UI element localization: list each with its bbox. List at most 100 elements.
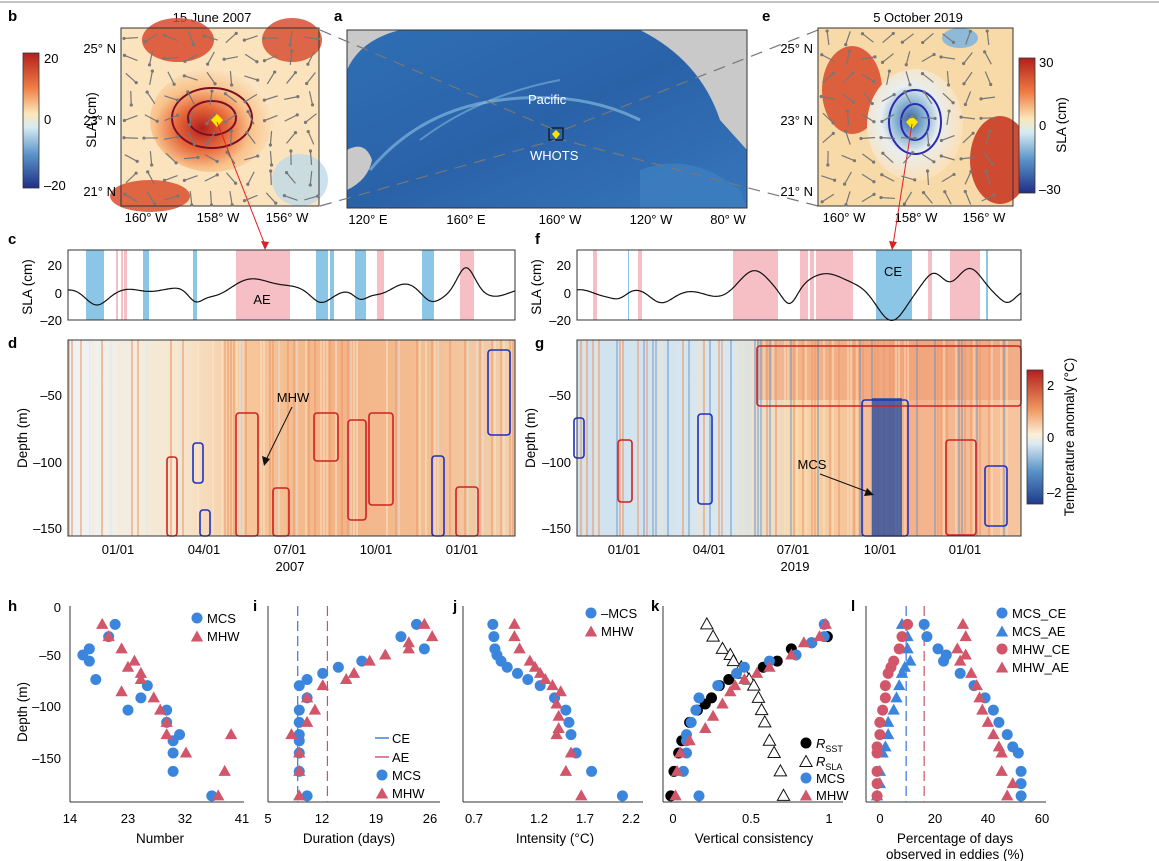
hovmoller-stripe <box>449 340 451 536</box>
panel-d-xtick-1: 04/01 <box>188 542 221 557</box>
current-vector-head <box>959 115 963 119</box>
panel-j-xtick-3: 2.2 <box>622 811 640 826</box>
eddy-band <box>86 250 104 320</box>
hovmoller-stripe <box>766 340 768 536</box>
hovmoller-stripe <box>763 340 765 536</box>
hovmoller-stripe <box>754 340 756 536</box>
panel-j-xtick-2: 1.7 <box>576 811 594 826</box>
current-vector <box>880 137 896 139</box>
current-vector <box>926 130 930 146</box>
panel-l-point-mcs_ae <box>887 703 900 715</box>
hovmoller-stripe <box>595 340 597 536</box>
panel-l-point-mcs_ce <box>1015 765 1027 777</box>
current-vector <box>882 152 894 164</box>
panel-a-ridge-2 <box>419 79 561 141</box>
panel-h-point-mhw <box>102 630 115 642</box>
panel-k-point-rsla <box>776 788 791 801</box>
current-vector <box>184 75 198 81</box>
current-vector-head <box>962 82 966 86</box>
current-vector-head <box>242 199 247 203</box>
current-vector-head <box>273 70 277 74</box>
panel-h-point-mhw <box>154 703 167 715</box>
panel-l-point-mcs_ae <box>893 679 906 691</box>
hovmoller-stripe <box>655 340 657 536</box>
panel-letter-c: c <box>8 231 16 248</box>
panel-f-frame <box>576 249 1022 321</box>
current-vector <box>307 51 315 65</box>
hovmoller-stripe <box>730 340 732 536</box>
current-vector-head <box>176 135 180 139</box>
panel-l-xlabel2: observed in eddies (%) <box>886 847 1024 861</box>
panel-f-ytick-0: 20 <box>557 258 571 273</box>
panel-letter-e: e <box>762 8 770 25</box>
current-vector <box>946 70 950 86</box>
panel-k-xlabel: Vertical consistency <box>695 831 814 846</box>
panel-g-arrow-head <box>864 488 874 496</box>
event-contour <box>984 465 1008 527</box>
current-vector <box>860 136 876 140</box>
current-vector <box>901 175 915 181</box>
current-vector <box>964 91 972 105</box>
hovmoller-stripe <box>386 340 388 536</box>
panel-i-legend-ae: AE <box>392 750 410 765</box>
current-vector-head <box>990 161 994 166</box>
panel-j-point-mhw <box>508 630 521 642</box>
current-vector <box>308 91 314 105</box>
current-vector <box>229 70 233 86</box>
panel-l-point-mhw_ae <box>995 746 1008 758</box>
current-vector-head <box>256 154 260 158</box>
hovmoller-stripe <box>775 340 777 536</box>
current-vector <box>985 131 991 145</box>
current-vector <box>821 95 835 101</box>
current-vector <box>164 136 178 140</box>
panel-i-point-mhw <box>293 789 306 801</box>
panel-e-cb-tick-0: 30 <box>1039 55 1053 70</box>
current-vector-head <box>210 89 214 93</box>
current-vector-head <box>922 90 926 94</box>
hovmoller-stripe <box>239 340 241 536</box>
panel-e-ytick-1: 23° N <box>780 113 813 128</box>
current-vector-head <box>988 129 992 133</box>
hovmoller-stripe <box>233 340 235 536</box>
panel-k-legend-mhw-marker <box>799 789 813 801</box>
panel-l-point-mcs_ce <box>1015 778 1027 790</box>
panel-b-ytick-0: 25° N <box>83 41 116 56</box>
panel-j-point-mcs <box>560 704 572 716</box>
hovmoller-stripe <box>341 340 343 536</box>
current-vector <box>164 175 178 181</box>
current-vector-head <box>145 90 149 94</box>
panel-k-point-mcs <box>690 704 702 716</box>
current-vector-head <box>847 49 852 53</box>
hovmoller-stripe <box>643 340 645 536</box>
hovmoller-stripe <box>263 340 265 536</box>
current-vector-head <box>825 29 829 33</box>
panel-c: c 20 0 –20 SLA (cm) AE <box>8 231 516 328</box>
hovmoller-stripe <box>170 340 172 536</box>
panel-letter-b: b <box>8 8 17 25</box>
panel-i-point-mhw <box>316 679 329 691</box>
current-vector <box>960 116 976 120</box>
panel-k-point-mhw <box>738 673 751 685</box>
hovmoller-stripe <box>784 340 786 536</box>
hovmoller-stripe <box>398 340 400 536</box>
panel-d-xtick-0: 01/01 <box>102 542 135 557</box>
panel-k-point-mcs <box>738 661 750 673</box>
hovmoller-stripe <box>119 340 121 536</box>
current-vector-head <box>303 120 308 124</box>
current-vector-head <box>153 202 157 206</box>
hovmoller-stripe <box>904 340 906 536</box>
current-vector <box>148 51 154 65</box>
panel-l-point-mhw_ce <box>871 747 883 759</box>
panel-j-point-mhw <box>523 654 537 666</box>
panel-g-ytick-2: –150 <box>542 521 571 536</box>
panel-l-point-mhw_ce <box>871 765 883 777</box>
hovmoller-stripe <box>946 340 948 536</box>
panel-b-ytick-2: 21° N <box>83 184 116 199</box>
current-vector <box>124 154 138 162</box>
current-vector-head <box>223 120 227 124</box>
current-vector <box>167 71 175 85</box>
hovmoller-stripe <box>287 340 289 536</box>
panel-l-xlabel: Percentage of days <box>897 831 1014 846</box>
hovmoller-stripe <box>688 340 690 536</box>
panel-i-point-mhw <box>285 728 298 740</box>
